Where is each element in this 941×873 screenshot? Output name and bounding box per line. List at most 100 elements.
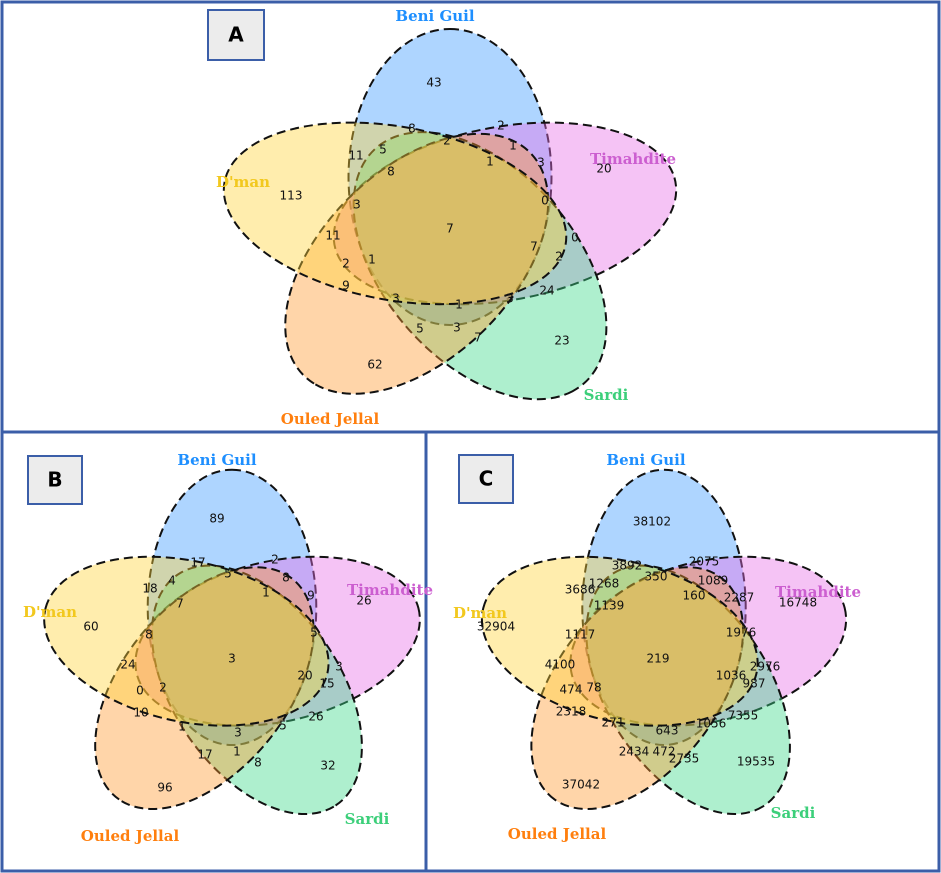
venn-panel: [201, 29, 699, 437]
region-count: 43: [426, 76, 441, 90]
region-count: 20: [596, 162, 611, 176]
set-ellipse: [311, 94, 699, 332]
region-count: 5: [279, 719, 287, 733]
region-count: 2: [271, 553, 279, 567]
region-count: 3: [537, 156, 545, 170]
region-count: 3: [506, 292, 514, 306]
region-count: 1976: [726, 626, 757, 640]
region-count: 38102: [633, 515, 671, 529]
region-count: 37042: [562, 778, 600, 792]
region-count: 89: [209, 512, 224, 526]
region-count: 16748: [779, 596, 817, 610]
set-name: Beni Guil: [395, 7, 474, 25]
region-count: 62: [367, 358, 382, 372]
set-ellipse: [109, 531, 406, 849]
region-count: 5: [379, 143, 387, 157]
region-count: 24: [120, 658, 135, 672]
set-name: Sardi: [771, 804, 816, 822]
venn-panel: [464, 470, 865, 849]
region-count: 8: [408, 122, 416, 136]
region-count: 4100: [545, 658, 576, 672]
set-name: D'man: [23, 603, 77, 621]
region-count: 1: [486, 155, 494, 169]
region-count: 8: [254, 756, 262, 770]
region-count: 113: [280, 189, 303, 203]
region-count: 474: [560, 683, 583, 697]
region-count: 643: [656, 724, 679, 738]
region-count: 3892: [612, 559, 643, 573]
region-count: 3: [453, 321, 461, 335]
region-count: 350: [645, 570, 668, 584]
region-count: 5: [416, 322, 424, 336]
set-ellipse: [544, 531, 832, 849]
region-count: 23: [554, 334, 569, 348]
set-name: Ouled Jellal: [508, 825, 607, 843]
region-count: 32904: [477, 620, 515, 634]
panel-label: C: [479, 467, 494, 491]
region-count: 0: [571, 231, 579, 245]
region-count: 3: [335, 660, 343, 674]
set-name: Sardi: [584, 386, 629, 404]
region-count: 1117: [565, 628, 596, 642]
region-count: 3686: [565, 583, 596, 597]
region-count: 7: [530, 240, 538, 254]
region-count: 3: [234, 726, 242, 740]
set-ellipse: [201, 94, 589, 332]
region-count: 78: [586, 681, 601, 695]
region-count: 2434: [619, 745, 650, 759]
venn-panel: [25, 470, 439, 849]
panel-label: B: [47, 468, 62, 492]
region-count: 2: [342, 257, 350, 271]
region-count: 11: [325, 229, 340, 243]
set-ellipse: [25, 530, 347, 752]
region-count: 26: [356, 594, 371, 608]
region-count: 17: [197, 748, 212, 762]
set-ellipse: [349, 29, 552, 325]
region-count: 2318: [556, 705, 587, 719]
region-count: 2075: [689, 555, 720, 569]
region-count: 10: [133, 706, 148, 720]
region-count: 5: [310, 626, 318, 640]
region-count: 24: [539, 284, 554, 298]
region-count: 7: [474, 331, 482, 345]
set-ellipse: [301, 95, 658, 437]
region-count: 96: [157, 781, 172, 795]
region-count: 11: [348, 149, 363, 163]
region-count: 18: [142, 582, 157, 596]
region-count: 3: [392, 292, 400, 306]
region-count: 8: [387, 165, 395, 179]
set-name: Timahdite: [775, 583, 861, 601]
region-count: 1139: [594, 599, 625, 613]
region-count: 1: [368, 253, 376, 267]
region-count: 3: [353, 198, 361, 212]
region-count: 0: [136, 684, 144, 698]
region-count: 1036: [716, 669, 747, 683]
region-count: 1: [233, 745, 241, 759]
set-name: Beni Guil: [177, 451, 256, 469]
region-count: 160: [683, 589, 706, 603]
panel-label-box: [458, 454, 514, 504]
region-count: 1: [455, 298, 463, 312]
set-name: Ouled Jellal: [281, 410, 380, 428]
panel-label-box: [27, 455, 83, 505]
region-count: 1056: [696, 717, 727, 731]
region-count: 2735: [669, 752, 700, 766]
region-count: 7: [446, 222, 454, 236]
region-count: 2287: [724, 591, 755, 605]
region-count: 1268: [589, 577, 620, 591]
region-count: 2: [443, 134, 451, 148]
region-count: 2976: [750, 660, 781, 674]
region-count: 20: [297, 669, 312, 683]
region-count: 15: [319, 677, 334, 691]
region-count: 5: [224, 567, 232, 581]
set-name: D'man: [453, 604, 507, 622]
set-ellipse: [232, 94, 601, 435]
region-count: 1: [178, 720, 186, 734]
region-count: 8: [282, 571, 290, 585]
region-count: 8: [145, 628, 153, 642]
panel-label: A: [228, 23, 244, 47]
region-count: 1: [509, 139, 517, 153]
region-count: 26: [308, 710, 323, 724]
